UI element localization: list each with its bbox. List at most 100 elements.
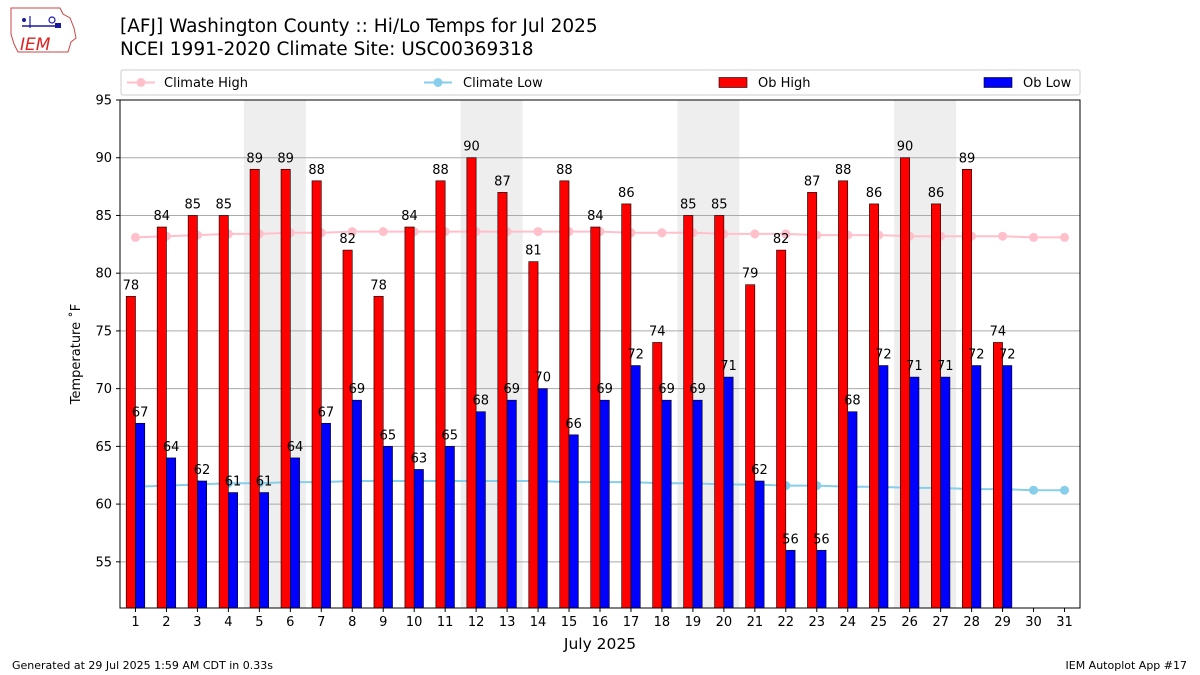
ob-low-bar-24 (847, 411, 858, 609)
ob-low-bar-13 (506, 399, 517, 609)
ob-low-bar-23 (816, 549, 827, 609)
climate-high-point (1060, 232, 1070, 242)
x-tick-label: 19 (685, 615, 702, 630)
ob-high-bar-28 (962, 168, 972, 609)
ob-high-bar-1 (125, 295, 136, 609)
ob-low-bar-12 (475, 411, 486, 609)
x-tick-label: 20 (716, 615, 733, 630)
climate-high-point (998, 231, 1008, 241)
ob-low-bar-29 (1002, 365, 1013, 609)
y-tick-label: 80 (95, 267, 112, 282)
x-tick-label: 24 (839, 615, 856, 630)
ob-high-label: 85 (680, 197, 697, 212)
ob-high-label: 82 (773, 232, 790, 247)
iem-logo: IEM (10, 7, 77, 55)
x-tick-label: 14 (530, 615, 547, 630)
climate-high-point (781, 229, 791, 239)
ob-low-bar-16 (599, 399, 610, 609)
ob-low-label: 72 (627, 348, 644, 363)
ob-high-label: 79 (742, 267, 759, 282)
legend-climate-low-label: Climate Low (463, 76, 543, 91)
ob-high-label: 87 (804, 174, 821, 189)
ob-low-label: 69 (596, 382, 613, 397)
climate-low-point (1029, 485, 1039, 495)
ob-low-bar-25 (878, 365, 889, 609)
ob-high-label: 78 (370, 278, 387, 293)
climate-high-point (1029, 232, 1039, 242)
ob-low-bar-6 (290, 457, 300, 609)
x-tick-label: 3 (193, 615, 201, 630)
ob-high-label: 82 (339, 232, 356, 247)
legend: Climate High Climate Low Ob High Ob Low (120, 69, 1081, 96)
x-tick-label: 18 (654, 615, 671, 630)
ob-low-bar-19 (692, 399, 703, 609)
x-tick-label: 11 (437, 615, 454, 630)
ob-high-bar-19 (683, 215, 694, 609)
app-credit: IEM Autoplot App #17 (1065, 659, 1188, 672)
y-tick-label: 60 (95, 498, 112, 513)
climate-low-point (1060, 485, 1070, 495)
x-tick-label: 31 (1056, 615, 1073, 630)
ob-high-label: 74 (649, 324, 666, 339)
x-tick-label: 22 (778, 615, 795, 630)
y-tick-label: 90 (95, 151, 112, 166)
x-tick-label: 6 (286, 615, 294, 630)
ob-low-label: 68 (844, 394, 861, 409)
climate-high-point (750, 229, 760, 239)
ob-high-bar-26 (900, 157, 910, 609)
x-tick-label: 5 (255, 615, 263, 630)
ob-low-label: 72 (968, 348, 985, 363)
ob-low-label: 67 (132, 405, 149, 420)
climate-high-point (347, 227, 357, 237)
ob-high-bar-9 (373, 295, 384, 609)
x-tick-label: 8 (348, 615, 356, 630)
ob-high-label: 89 (246, 151, 263, 166)
ob-high-label: 81 (525, 244, 542, 259)
x-tick-label: 12 (468, 615, 485, 630)
y-tick-label: 95 (95, 94, 112, 109)
ob-high-bar-2 (156, 226, 167, 609)
ob-low-label: 63 (411, 451, 428, 466)
y-tick-label: 55 (95, 555, 112, 570)
ob-high-bar-11 (435, 180, 446, 609)
ob-low-bar-8 (351, 399, 362, 609)
ob-high-bar-3 (187, 215, 198, 609)
ob-high-label: 86 (618, 186, 635, 201)
ob-high-bar-7 (311, 180, 322, 609)
ob-high-bar-22 (776, 249, 787, 609)
ob-low-bar-7 (320, 422, 331, 609)
x-tick-label: 13 (499, 615, 516, 630)
ob-high-bar-4 (218, 215, 229, 609)
ob-low-bar-10 (413, 469, 424, 609)
x-tick-label: 23 (809, 615, 826, 630)
ob-high-bar-20 (714, 215, 725, 609)
chart-subtitle: NCEI 1991-2020 Climate Site: USC00369318 (120, 39, 534, 60)
ob-high-label: 84 (587, 209, 604, 224)
ob-low-label: 71 (937, 359, 954, 374)
ob-low-bar-27 (940, 376, 951, 609)
ob-low-bar-20 (723, 376, 734, 609)
legend-climate-high-label: Climate High (164, 76, 248, 91)
ob-low-label: 56 (782, 532, 799, 547)
ob-low-bar-28 (971, 365, 982, 609)
ob-low-bar-2 (166, 457, 177, 609)
generated-timestamp: Generated at 29 Jul 2025 1:59 AM CDT in … (12, 659, 273, 672)
x-tick-label: 25 (870, 615, 887, 630)
ob-low-label: 69 (349, 382, 366, 397)
chart-title: [AFJ] Washington County :: Hi/Lo Temps f… (120, 16, 598, 37)
ob-high-bar-10 (404, 226, 415, 609)
ob-low-bar-17 (630, 365, 641, 609)
ob-high-label: 90 (463, 140, 480, 155)
y-tick-label: 75 (95, 324, 112, 339)
x-tick-label: 21 (747, 615, 764, 630)
ob-high-label: 87 (494, 174, 511, 189)
ob-high-label: 86 (928, 186, 945, 201)
x-tick-label: 2 (162, 615, 170, 630)
x-tick-label: 4 (224, 615, 232, 630)
x-tick-label: 17 (623, 615, 640, 630)
x-tick-label: 28 (963, 615, 980, 630)
ob-low-label: 68 (473, 394, 490, 409)
y-axis-label: Temperature ˚F (68, 304, 84, 405)
